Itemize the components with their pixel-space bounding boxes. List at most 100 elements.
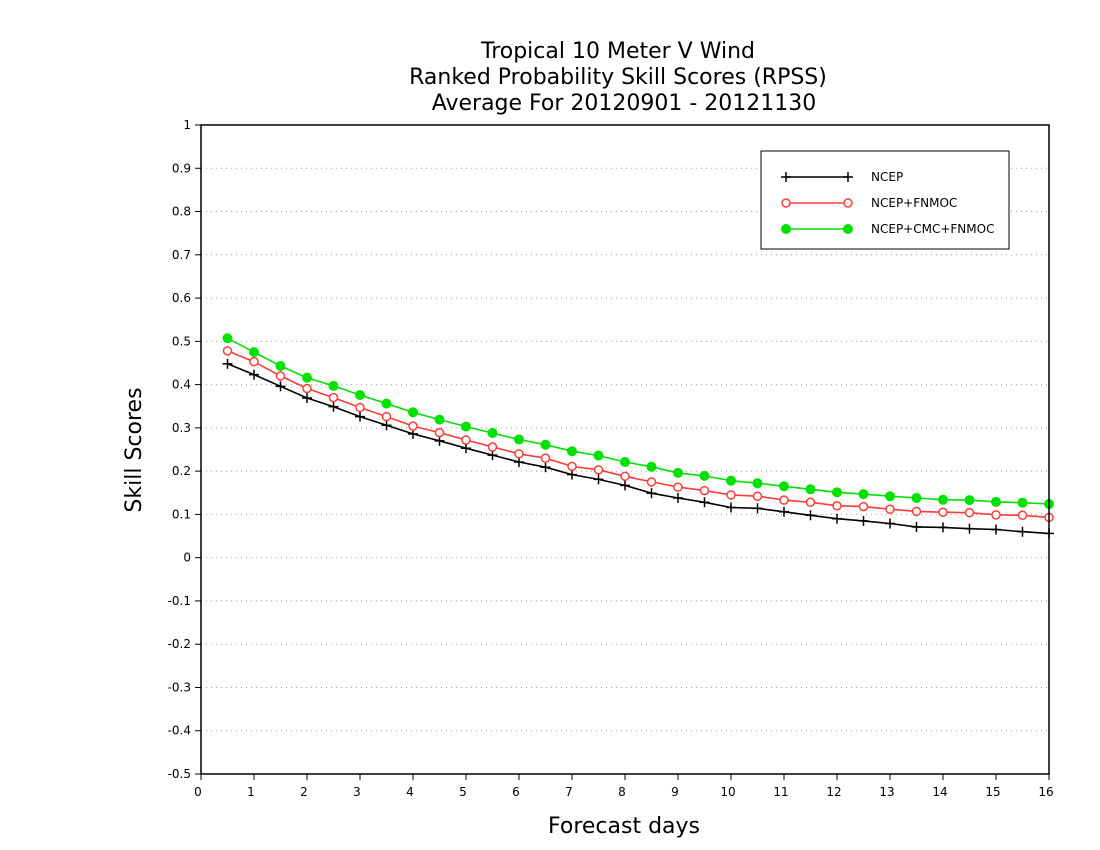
series-ncep-fnmoc [222,346,1054,523]
data-point-ncep [434,435,445,446]
x-axis-label: Forecast days [548,814,700,839]
y-tick-label: -0.1 [168,594,191,608]
data-point-ncep-fnmoc [514,449,524,459]
data-point-ncep-fnmoc [1017,510,1028,521]
x-tick-label: 4 [406,785,414,799]
y-tick-label: 0.9 [172,161,191,175]
x-tick-label: 14 [932,785,947,799]
x-tick-label: 11 [773,785,788,799]
series-ncep [222,358,1054,539]
x-tick-label: 6 [512,785,520,799]
data-point-ncep [991,524,1001,535]
legend-label: NCEP+FNMOC [871,196,957,210]
data-point-ncep-fnmoc [222,346,233,356]
data-point-ncep [355,411,365,422]
data-point-ncep-fnmoc [699,485,710,496]
y-tick-label: -0.5 [168,767,191,781]
data-point-ncep [567,469,577,480]
y-tick-label: 0.2 [172,464,191,478]
x-tick-label: 3 [353,785,361,799]
legend-label: NCEP+CMC+FNMOC [871,222,994,236]
data-point-ncep-cmc-fnmoc [991,496,1001,507]
data-point-ncep-cmc-fnmoc [302,372,312,383]
data-point-ncep [620,480,630,491]
legend: NCEP NCEP+FNMOC NCEP+CMC+FNMOC [760,150,1010,250]
y-tick-label: -0.3 [168,680,191,694]
y-axis-label: Skill Scores [122,387,147,512]
x-tick-label: 2 [300,785,308,799]
grid-lines [201,167,1049,732]
data-point-ncep [328,401,339,412]
data-point-ncep-cmc-fnmoc [646,461,657,472]
data-point-ncep-fnmoc [487,442,498,452]
x-tick-label: 8 [618,785,626,799]
y-tick-label: -0.4 [168,724,191,738]
data-point-ncep-cmc-fnmoc [355,389,365,400]
data-point-ncep [249,369,259,380]
y-tick-label: 0.7 [172,248,191,262]
y-tick-label: 0.5 [172,334,191,348]
data-point-ncep-fnmoc [434,427,445,438]
data-point-ncep-cmc-fnmoc [328,380,339,391]
data-point-ncep-cmc-fnmoc [249,347,259,358]
y-tick-label: 0.1 [172,507,191,521]
data-point-ncep-fnmoc [938,507,948,517]
data-point-ncep-cmc-fnmoc [620,457,630,468]
series-line-ncep [227,363,1050,535]
data-point-ncep-cmc-fnmoc [381,398,392,409]
x-tick-label: 0 [194,785,202,799]
x-tick-label: 5 [459,785,467,799]
data-point-ncep-cmc-fnmoc [275,360,286,371]
data-point-ncep [805,510,816,521]
data-point-ncep-fnmoc [832,500,842,511]
legend-marker [843,198,853,208]
chart-title-line-1: Tropical 10 Meter V Wind [480,39,755,64]
x-tick-label: 7 [565,785,573,799]
x-tick-label: 12 [826,785,841,799]
data-point-ncep-cmc-fnmoc [408,407,418,418]
data-point-ncep [275,381,286,392]
data-point-ncep-fnmoc [964,507,975,518]
data-point-ncep-fnmoc [275,371,286,381]
data-point-ncep-cmc-fnmoc [858,489,869,500]
data-point-ncep [885,518,895,529]
legend-entry: NCEP [781,170,903,184]
data-point-ncep [461,443,471,454]
data-point-ncep [911,521,922,532]
data-point-ncep-cmc-fnmoc [911,492,922,503]
data-point-ncep-fnmoc [567,461,577,472]
data-point-ncep [487,450,498,461]
data-point-ncep-cmc-fnmoc [699,470,710,481]
y-tick-label: 1 [183,118,191,132]
data-series [222,333,1054,539]
data-point-ncep-fnmoc [620,471,630,482]
data-point-ncep-fnmoc [328,392,339,403]
data-point-ncep-cmc-fnmoc [805,484,816,495]
data-point-ncep [938,522,948,533]
data-point-ncep-fnmoc [752,491,763,501]
x-tick-label: 16 [1038,785,1053,799]
data-point-ncep-cmc-fnmoc [487,428,498,439]
y-tick-label: 0 [183,551,191,565]
data-point-ncep-fnmoc [673,482,683,492]
data-point-ncep [646,488,657,499]
data-point-ncep-cmc-fnmoc [222,333,233,344]
legend-entry: NCEP+FNMOC [781,196,957,210]
x-tick-label: 13 [879,785,894,799]
data-point-ncep-fnmoc [593,465,604,475]
data-point-ncep-cmc-fnmoc [593,450,604,461]
x-tick-label: 9 [671,785,679,799]
data-point-ncep-cmc-fnmoc [752,478,763,489]
data-point-ncep [514,457,524,468]
data-point-ncep [593,474,604,485]
chart-title-line-2: Ranked Probability Skill Scores (RPSS) [409,65,827,90]
data-point-ncep [673,492,683,503]
data-point-ncep [726,502,736,513]
axes: -0.5 -0.4 -0.3 -0.2 -0.1 0 0.1 0.2 0.3 0.4 0.5 0.6 0… [168,118,1054,799]
chart-title-line-3: Average For 20120901 - 20121130 [432,91,817,116]
data-point-ncep-cmc-fnmoc [964,495,975,506]
data-point-ncep-fnmoc [726,490,736,500]
data-point-ncep-cmc-fnmoc [461,421,471,432]
data-point-ncep-fnmoc [646,477,657,487]
